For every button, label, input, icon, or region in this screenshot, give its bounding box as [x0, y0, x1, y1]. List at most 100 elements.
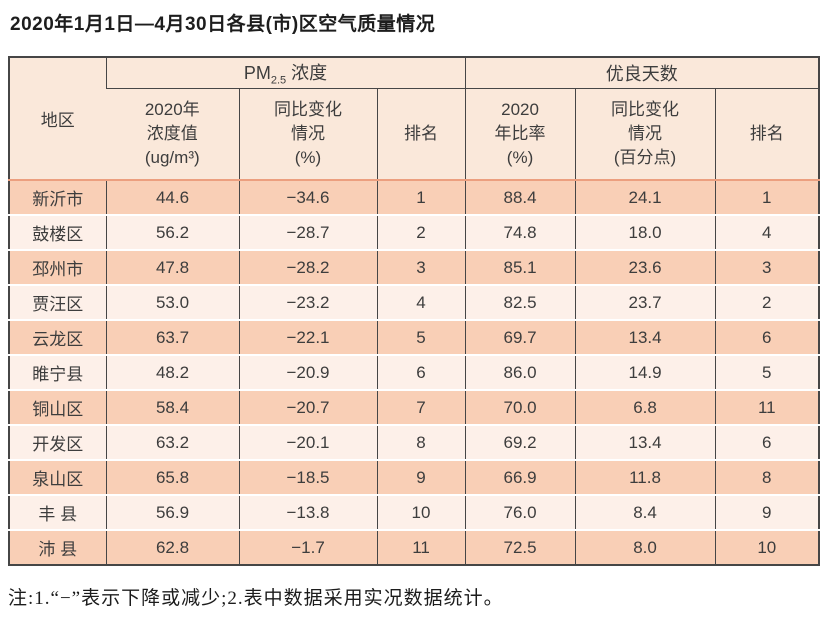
region-cell: 新沂市 [9, 180, 106, 216]
table-row: 邳州市 47.8 −28.2 3 85.1 23.6 3 [9, 250, 820, 286]
value-cell: 6 [714, 425, 820, 461]
value-cell: 24.1 [574, 180, 716, 216]
value-cell: −23.2 [238, 285, 377, 321]
region-cell: 睢宁县 [9, 355, 106, 391]
table-row: 泉山区 65.8 −18.5 9 66.9 11.8 8 [9, 460, 820, 496]
value-cell: 1 [714, 180, 820, 216]
region-cell: 邳州市 [9, 250, 106, 286]
header-group-good-days: 优良天数 [464, 57, 820, 89]
value-cell: 63.7 [105, 320, 239, 356]
value-cell: 3 [376, 250, 466, 286]
value-cell: 3 [714, 250, 820, 286]
value-cell: −20.7 [238, 390, 377, 426]
value-cell: 10 [714, 530, 820, 565]
value-cell: 13.4 [574, 320, 716, 356]
value-cell: 2 [376, 215, 466, 251]
header-pm-change: 同比变化 情况 (%) [238, 88, 377, 181]
header-sub-row: 2020年 浓度值 (ug/m³) 同比变化 情况 (%) 排名 2020 年比… [9, 88, 820, 181]
value-cell: −13.8 [238, 495, 377, 531]
value-cell: 11.8 [574, 460, 716, 496]
footnote: 注:1.“−”表示下降或减少;2.表中数据采用实况数据统计。 [8, 588, 504, 609]
value-cell: 48.2 [105, 355, 239, 391]
value-cell: 23.7 [574, 285, 716, 321]
value-cell: 11 [714, 390, 820, 426]
value-cell: −28.7 [238, 215, 377, 251]
value-cell: 9 [376, 460, 466, 496]
value-cell: 62.8 [105, 530, 239, 565]
value-cell: 6.8 [574, 390, 716, 426]
value-cell: 44.6 [105, 180, 239, 216]
header-good-change: 同比变化 情况 (百分点) [574, 88, 716, 181]
table-row: 开发区 63.2 −20.1 8 69.2 13.4 6 [9, 425, 820, 461]
value-cell: 8.4 [574, 495, 716, 531]
pm25-prefix: PM [243, 63, 271, 84]
header-good-rank: 排名 [714, 88, 820, 181]
pm25-subscript: 2.5 [270, 74, 287, 87]
header-pm-value: 2020年 浓度值 (ug/m³) [106, 88, 239, 181]
value-cell: 8 [376, 425, 466, 461]
header-group-pm25: PM2.5 浓度 [105, 57, 466, 89]
value-cell: 5 [714, 355, 820, 391]
value-cell: 18.0 [574, 215, 716, 251]
header-region: 地区 [9, 57, 106, 181]
value-cell: 76.0 [464, 495, 576, 531]
value-cell: −22.1 [238, 320, 377, 356]
value-cell: 23.6 [574, 250, 716, 286]
table-row: 贾汪区 53.0 −23.2 4 82.5 23.7 2 [9, 285, 820, 321]
value-cell: 4 [376, 285, 466, 321]
value-cell: 4 [714, 215, 820, 251]
value-cell: −28.2 [238, 250, 377, 286]
value-cell: 69.7 [464, 320, 576, 356]
table-row: 新沂市 44.6 −34.6 1 88.4 24.1 1 [9, 180, 820, 216]
value-cell: 14.9 [574, 355, 716, 391]
table-row: 沛 县 62.8 −1.7 11 72.5 8.0 10 [9, 530, 820, 565]
value-cell: 53.0 [105, 285, 239, 321]
region-cell: 铜山区 [9, 390, 106, 426]
value-cell: 74.8 [464, 215, 576, 251]
value-cell: 69.2 [464, 425, 576, 461]
value-cell: 63.2 [105, 425, 239, 461]
value-cell: 10 [376, 495, 466, 531]
value-cell: 58.4 [105, 390, 239, 426]
table-row: 丰 县 56.9 −13.8 10 76.0 8.4 9 [9, 495, 820, 531]
value-cell: 56.9 [105, 495, 239, 531]
value-cell: 5 [376, 320, 466, 356]
header-good-ratio: 2020 年比率 (%) [464, 88, 576, 181]
value-cell: −20.9 [238, 355, 377, 391]
header-pm-rank: 排名 [376, 88, 466, 181]
value-cell: 82.5 [464, 285, 576, 321]
value-cell: 11 [376, 530, 466, 565]
value-cell: 56.2 [105, 215, 239, 251]
value-cell: −1.7 [238, 530, 377, 565]
value-cell: 65.8 [105, 460, 239, 496]
value-cell: −20.1 [238, 425, 377, 461]
table-header: 地区 PM2.5 浓度 优良天数 2020年 浓度值 (ug/m³) 同比变化 … [9, 57, 820, 181]
value-cell: 6 [714, 320, 820, 356]
region-cell: 贾汪区 [9, 285, 106, 321]
region-cell: 丰 县 [9, 495, 106, 531]
value-cell: 47.8 [105, 250, 239, 286]
header-group-row: 地区 PM2.5 浓度 优良天数 [9, 57, 820, 181]
value-cell: 8 [714, 460, 820, 496]
air-quality-table: 地区 PM2.5 浓度 优良天数 2020年 浓度值 (ug/m³) 同比变化 … [8, 56, 821, 566]
value-cell: −18.5 [238, 460, 377, 496]
pm25-suffix: 浓度 [286, 63, 328, 84]
table-body: 新沂市 44.6 −34.6 1 88.4 24.1 1 鼓楼区 56.2 −28.7 2 74.8 1… [9, 180, 820, 565]
value-cell: 66.9 [464, 460, 576, 496]
table-row: 云龙区 63.7 −22.1 5 69.7 13.4 6 [9, 320, 820, 356]
value-cell: 2 [714, 285, 820, 321]
value-cell: 86.0 [464, 355, 576, 391]
value-cell: 9 [714, 495, 820, 531]
page: 2020年1月1日—4月30日各县(市)区空气质量情况 地区 PM2.5 浓度 … [0, 9, 825, 610]
region-cell: 沛 县 [9, 530, 106, 565]
value-cell: 85.1 [464, 250, 576, 286]
region-cell: 开发区 [9, 425, 106, 461]
table-row: 睢宁县 48.2 −20.9 6 86.0 14.9 5 [9, 355, 820, 391]
table-row: 铜山区 58.4 −20.7 7 70.0 6.8 11 [9, 390, 820, 426]
value-cell: 8.0 [574, 530, 716, 565]
value-cell: 1 [376, 180, 466, 216]
page-title: 2020年1月1日—4月30日各县(市)区空气质量情况 [10, 14, 436, 35]
value-cell: 6 [376, 355, 466, 391]
value-cell: 70.0 [464, 390, 576, 426]
table-row: 鼓楼区 56.2 −28.7 2 74.8 18.0 4 [9, 215, 820, 251]
